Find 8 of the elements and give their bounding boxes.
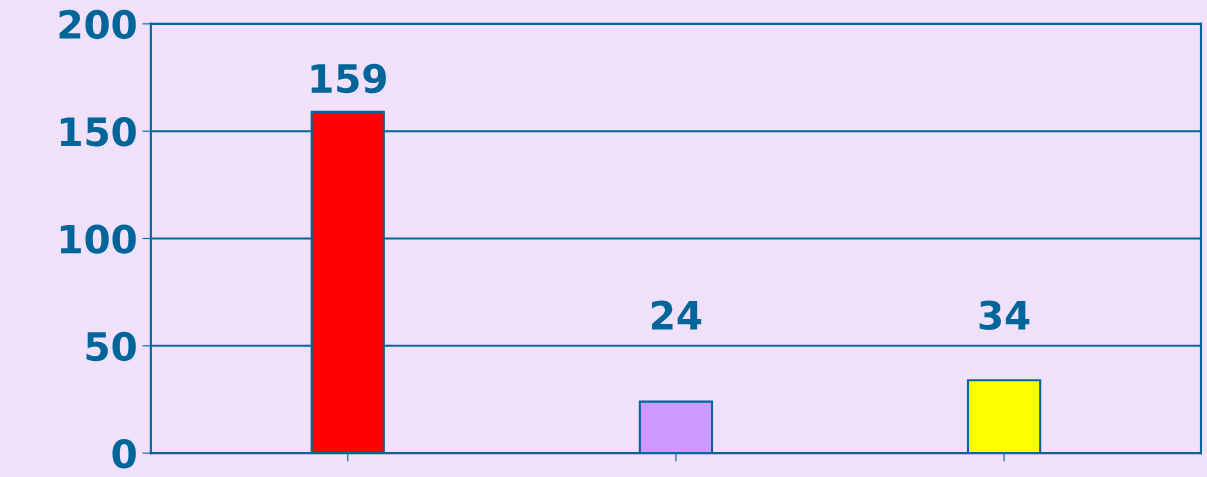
data-label: 24 (651, 300, 702, 330)
y-tick-label: 100 (60, 224, 136, 254)
data-label: 159 (311, 63, 386, 94)
y-tick-label: 200 (59, 9, 136, 40)
y-tick-label: 150 (60, 117, 136, 147)
y-tick-label: 50 (86, 331, 136, 362)
data-label: 34 (979, 300, 1030, 330)
y-tick-label: 0 (112, 439, 136, 469)
